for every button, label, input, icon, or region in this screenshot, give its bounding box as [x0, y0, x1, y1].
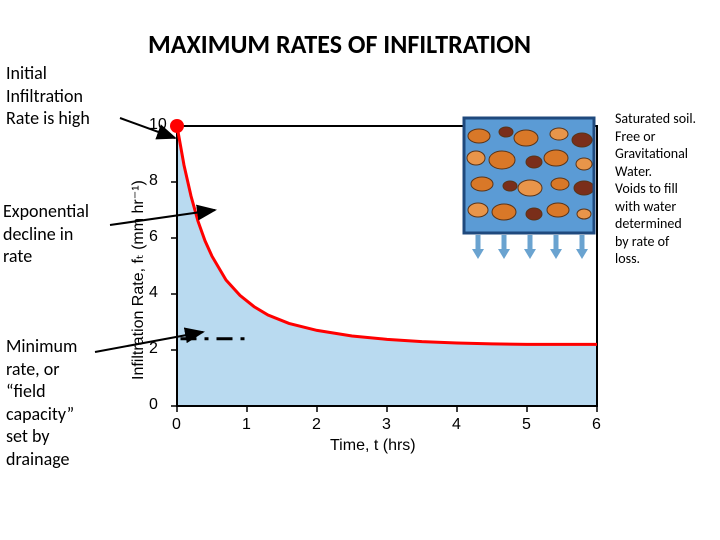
xtick-label: 0	[172, 416, 181, 434]
ytick-label: 2	[149, 340, 158, 358]
ytick-label: 8	[149, 172, 158, 190]
xtick-label: 5	[522, 416, 531, 434]
ytick-label: 6	[149, 228, 158, 246]
y-axis-label: Infiltration Rate, fₜ (mm hr⁻¹)	[128, 180, 148, 380]
xtick-label: 1	[242, 416, 251, 434]
ytick-label: 0	[149, 396, 158, 414]
annotation-arrows	[0, 0, 720, 540]
xtick-label: 3	[382, 416, 391, 434]
ytick-label: 4	[149, 284, 158, 302]
ytick-label: 10	[149, 116, 167, 134]
xtick-label: 4	[452, 416, 461, 434]
xtick-label: 2	[312, 416, 321, 434]
x-axis-label: Time, t (hrs)	[330, 437, 416, 455]
xtick-label: 6	[592, 416, 601, 434]
soil-diagram	[454, 108, 614, 268]
